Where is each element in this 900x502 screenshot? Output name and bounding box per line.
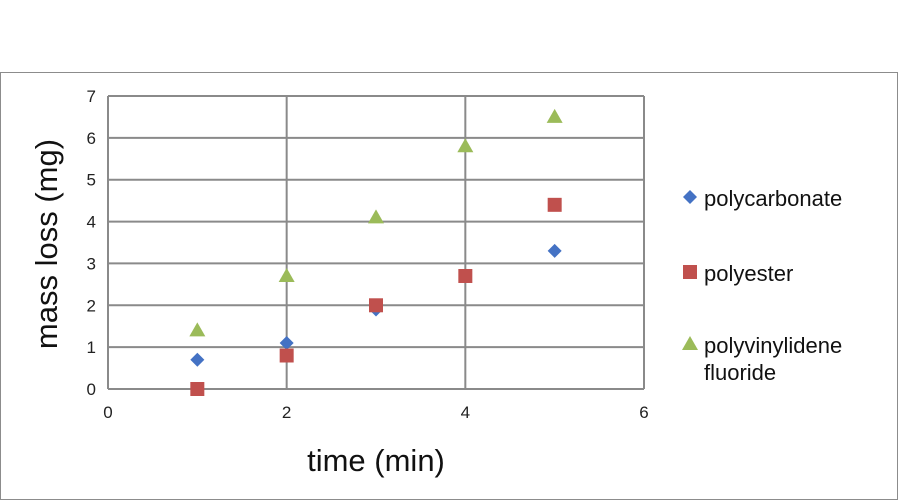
data-markers <box>189 108 563 396</box>
y-tick-label: 0 <box>87 380 96 399</box>
y-axis-title: mass loss (mg) <box>29 139 64 349</box>
x-tick-label: 0 <box>103 403 112 422</box>
data-point-diamond <box>547 243 562 258</box>
y-tick-label: 4 <box>87 213 96 232</box>
data-point-diamond <box>190 352 205 367</box>
data-point-square <box>547 197 562 212</box>
data-point-triangle <box>457 138 474 153</box>
x-tick-label: 4 <box>461 403 470 422</box>
legend-label-polycarbonate: polycarbonate <box>704 186 842 211</box>
data-point-triangle <box>278 267 295 282</box>
data-point-square <box>190 382 205 396</box>
legend: polycarbonate polyester polyvinylidene f… <box>682 186 848 385</box>
x-tick-label: 6 <box>639 403 648 422</box>
grid-layer <box>107 95 645 390</box>
data-point-diamond <box>279 335 294 350</box>
legend-label-polyvinylidene-fluoride: polyvinylidene fluoride <box>704 333 848 385</box>
tick-labels: 0 1 2 3 4 5 6 7 0 2 4 6 <box>87 87 649 422</box>
legend-label-polyester: polyester <box>704 261 793 286</box>
legend-item-polycarbonate: polycarbonate <box>683 186 842 211</box>
legend-marker-square <box>683 265 697 279</box>
x-tick-label: 2 <box>282 403 291 422</box>
y-tick-label: 6 <box>87 129 96 148</box>
data-point-square <box>279 348 294 363</box>
legend-item-polyester: polyester <box>683 261 793 286</box>
x-axis-title: time (min) <box>307 443 445 478</box>
y-tick-label: 1 <box>87 338 96 357</box>
data-point-triangle <box>368 209 384 224</box>
legend-marker-triangle <box>682 336 698 350</box>
legend-label-line-1: polyvinylidene <box>704 333 842 358</box>
y-tick-label: 2 <box>87 296 96 315</box>
y-tick-label: 3 <box>87 254 96 273</box>
data-point-triangle <box>546 108 563 123</box>
scatter-chart: 0 1 2 3 4 5 6 7 0 2 4 6 time (min) mass loss (mg) p… <box>29 87 848 478</box>
legend-item-polyvinylidene-fluoride: polyvinylidene fluoride <box>682 333 848 385</box>
y-tick-label: 5 <box>87 171 96 190</box>
y-tick-label: 7 <box>87 87 96 106</box>
legend-label-line-2: fluoride <box>704 360 776 385</box>
data-point-square <box>458 268 473 283</box>
legend-marker-diamond <box>683 190 697 204</box>
chart-frame: 0 1 2 3 4 5 6 7 0 2 4 6 time (min) mass loss (mg) p… <box>0 72 898 500</box>
data-point-square <box>369 298 383 313</box>
data-point-triangle <box>189 322 206 337</box>
